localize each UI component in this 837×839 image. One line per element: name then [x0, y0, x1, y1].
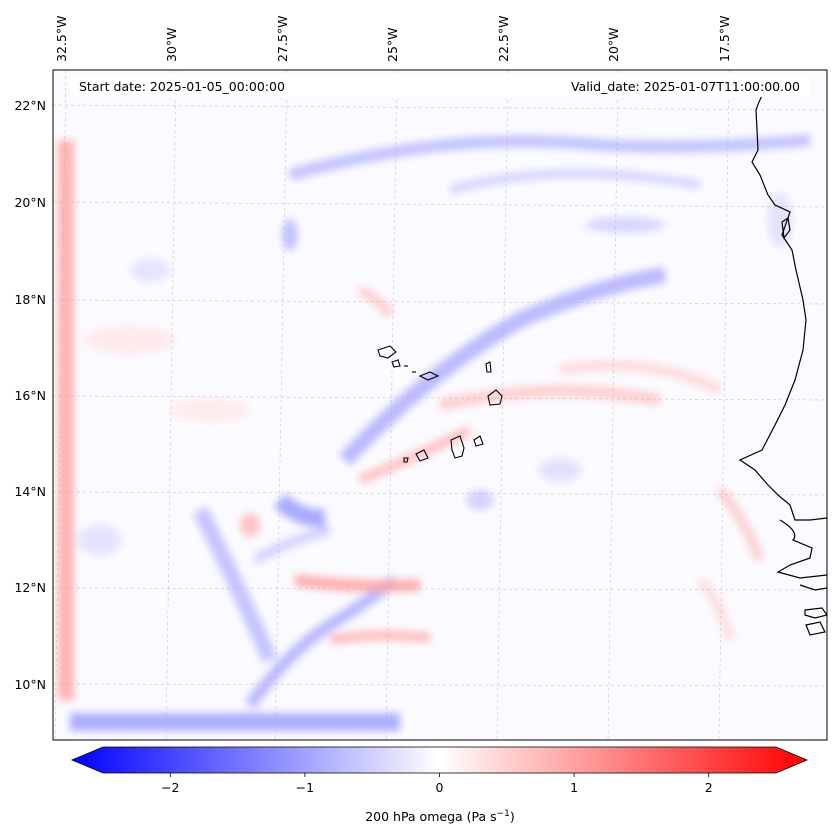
lon-label: 30°W — [164, 27, 179, 62]
colorbar-tick-label: −2 — [161, 780, 179, 795]
colorbar-tick-label: 1 — [570, 780, 578, 795]
lat-label: 14°N — [14, 484, 46, 499]
omega-field — [58, 134, 811, 731]
lon-label: 22.5°W — [496, 16, 511, 62]
graticule — [53, 70, 827, 740]
lat-label: 16°N — [14, 388, 46, 403]
lat-label: 18°N — [14, 292, 46, 307]
colorbar-bar — [70, 746, 809, 774]
colorbar-ticks: −2 −1 0 1 2 — [161, 773, 713, 795]
lon-label: 17.5°W — [717, 16, 732, 62]
map-frame — [52, 69, 828, 741]
valid-date-label: Valid_date: 2025-01-07T11:00:00.00 — [571, 79, 800, 94]
longitude-labels: 32.5°W 30°W 27.5°W 25°W 22.5°W 20°W 17.5… — [54, 16, 732, 62]
lon-label: 25°W — [385, 27, 400, 62]
colorbar-tick-label: 0 — [436, 780, 444, 795]
cape-verde-islands — [377, 345, 503, 463]
map-plot-area: Start date: 2025-01-05_00:00:00 Valid_da… — [53, 70, 827, 740]
lat-label: 20°N — [14, 195, 46, 210]
lon-label: 20°W — [606, 27, 621, 62]
start-date-label: Start date: 2025-01-05_00:00:00 — [79, 79, 285, 94]
lat-label: 12°N — [14, 580, 46, 595]
lon-label: 32.5°W — [54, 16, 69, 62]
colorbar-tick-label: 2 — [705, 780, 713, 795]
lon-label: 27.5°W — [275, 16, 290, 62]
colorbar: −2 −1 0 1 2 200 hPa omega (Pa s−1) — [70, 746, 809, 824]
colorbar-tick-label: −1 — [296, 780, 314, 795]
header-strip — [70, 75, 810, 97]
lat-label: 22°N — [14, 98, 46, 113]
latitude-labels: 22°N 20°N 18°N 16°N 14°N 12°N 10°N — [14, 98, 46, 692]
lat-label: 10°N — [14, 677, 46, 692]
colorbar-label: 200 hPa omega (Pa s−1) — [365, 809, 515, 824]
